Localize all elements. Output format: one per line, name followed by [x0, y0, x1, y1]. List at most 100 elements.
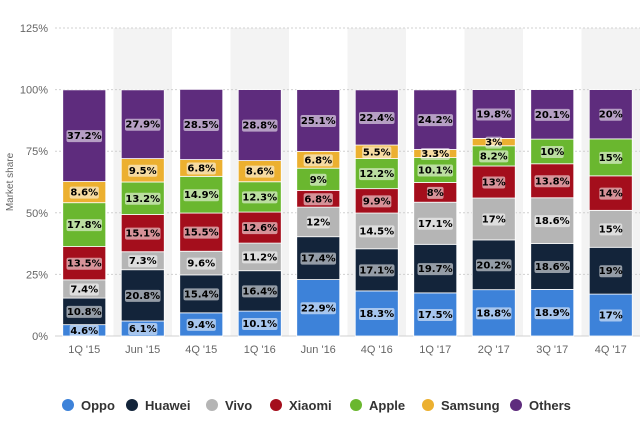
x-tick-label: 1Q '15: [68, 344, 100, 356]
legend-marker: [270, 399, 282, 411]
data-label-bg: [362, 146, 392, 159]
legend-item-huawei[interactable]: Huawei: [126, 398, 191, 413]
data-label-bg: [306, 216, 330, 229]
legend-label: Others: [529, 398, 571, 413]
data-label: 20.2%: [476, 260, 511, 271]
x-tick-label: 2Q '17: [478, 344, 510, 356]
data-label-bg: [426, 186, 444, 199]
y-tick-label: 0%: [32, 331, 48, 343]
data-label: 15%: [599, 153, 623, 164]
data-label-bg: [186, 162, 216, 175]
y-tick-label: 75%: [26, 146, 48, 158]
data-label-bg: [69, 186, 99, 199]
data-label: 10.8%: [67, 307, 102, 318]
data-label-bg: [359, 111, 395, 124]
data-label: 6.1%: [129, 324, 157, 335]
data-label-bg: [125, 118, 161, 131]
data-label-bg: [534, 215, 570, 228]
data-label-bg: [186, 318, 216, 331]
data-label-bg: [599, 151, 623, 164]
data-label: 15.5%: [184, 228, 219, 239]
data-label: 19.7%: [418, 264, 453, 275]
data-label: 9%: [310, 175, 327, 186]
data-label-bg: [359, 168, 395, 181]
legend-item-vivo[interactable]: Vivo: [206, 398, 252, 413]
data-label-bg: [125, 227, 161, 240]
data-label: 20.1%: [535, 110, 570, 121]
data-label: 17.4%: [301, 254, 336, 265]
x-tick-label: 1Q '17: [419, 344, 451, 356]
y-tick-label: 125%: [20, 23, 48, 35]
data-label: 18.8%: [476, 308, 511, 319]
data-label-bg: [300, 302, 336, 315]
data-label-bg: [359, 225, 395, 238]
legend-item-samsung[interactable]: Samsung: [422, 398, 500, 413]
data-label-bg: [534, 108, 570, 121]
x-tick-label: Jun '16: [301, 344, 336, 356]
data-label-bg: [599, 265, 623, 278]
data-label-bg: [479, 150, 509, 163]
data-label-bg: [476, 307, 512, 320]
legend-label: Xiaomi: [289, 398, 332, 413]
data-label-bg: [476, 108, 512, 121]
data-label: 10.1%: [242, 319, 277, 330]
data-label-bg: [599, 223, 623, 236]
data-label-bg: [417, 217, 453, 230]
data-label-bg: [417, 263, 453, 276]
data-label-bg: [300, 115, 336, 128]
x-tick-label: 1Q '16: [244, 344, 276, 356]
data-label: 15.1%: [125, 229, 160, 240]
data-label: 37.2%: [67, 131, 102, 142]
data-label: 13.8%: [535, 176, 570, 187]
data-label-bg: [599, 309, 623, 322]
data-label-bg: [476, 259, 512, 272]
data-label: 9.4%: [187, 320, 215, 331]
data-label-bg: [359, 307, 395, 320]
x-tick-label: 4Q '17: [595, 344, 627, 356]
data-label: 10%: [540, 147, 564, 158]
data-label-bg: [242, 318, 278, 331]
legend-label: Samsung: [441, 398, 500, 413]
data-label: 3.3%: [421, 149, 449, 160]
data-label-bg: [540, 145, 564, 158]
legend-item-oppo[interactable]: Oppo: [62, 398, 115, 413]
data-label-bg: [534, 261, 570, 274]
legend-item-xiaomi[interactable]: Xiaomi: [270, 398, 332, 413]
data-label: 16.4%: [242, 286, 277, 297]
data-label-bg: [125, 289, 161, 302]
data-label-bg: [303, 193, 333, 206]
data-label-bg: [183, 226, 219, 239]
data-label-bg: [599, 108, 623, 121]
data-label: 18.6%: [535, 262, 570, 273]
legend-item-others[interactable]: Others: [510, 398, 571, 413]
data-label: 6.8%: [304, 194, 332, 205]
data-label: 7.4%: [70, 284, 98, 295]
data-label-bg: [183, 189, 219, 202]
data-label-bg: [186, 257, 216, 270]
y-axis-ticks: 0% 25% 50% 75% 100% 125%: [20, 23, 48, 343]
data-label-bg: [183, 288, 219, 301]
data-label: 13%: [482, 178, 506, 189]
data-label: 20%: [599, 110, 623, 121]
y-tick-label: 100%: [20, 85, 48, 97]
data-label-bg: [128, 164, 158, 177]
data-label-bg: [245, 165, 275, 178]
data-label: 27.9%: [125, 120, 160, 131]
legend-marker: [510, 399, 522, 411]
data-label: 28.8%: [242, 121, 277, 132]
legend-marker: [350, 399, 362, 411]
legend-label: Apple: [369, 398, 405, 413]
legend-label: Huawei: [145, 398, 191, 413]
x-tick-label: 4Q '15: [185, 344, 217, 356]
data-label-bg: [482, 213, 506, 226]
data-label: 14.5%: [359, 226, 394, 237]
data-label: 19%: [599, 266, 623, 277]
data-label-bg: [599, 187, 623, 200]
legend-item-apple[interactable]: Apple: [350, 398, 405, 413]
x-tick-label: Jun '15: [125, 344, 160, 356]
data-label: 22.4%: [359, 113, 394, 124]
data-label: 22.9%: [301, 303, 336, 314]
data-label: 12.3%: [242, 192, 277, 203]
data-label: 8.6%: [70, 188, 98, 199]
